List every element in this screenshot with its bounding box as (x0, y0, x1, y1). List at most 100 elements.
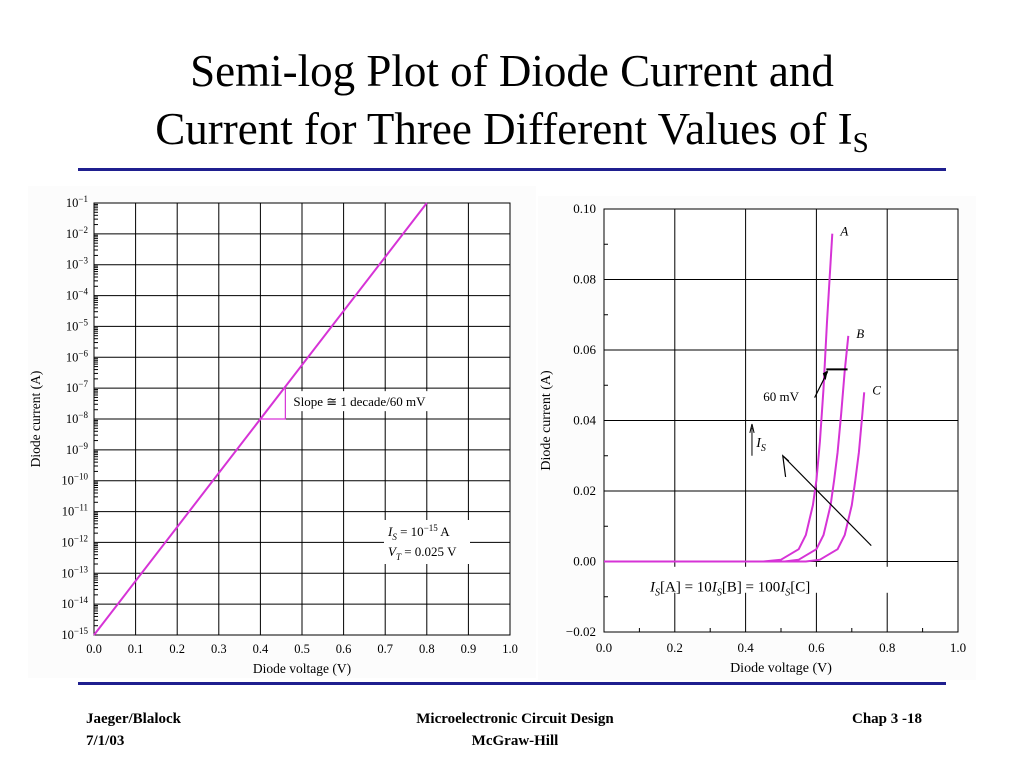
x-tick-label: 0.4 (253, 642, 269, 656)
y-tick-exponent: −7 (78, 379, 88, 389)
x-tick-label: 0.0 (86, 642, 102, 656)
footer-chapter: Chap 3 -18 (851, 711, 922, 727)
curve-label-a: A (839, 224, 848, 239)
relation-bg (644, 566, 903, 593)
curve-c (604, 392, 866, 563)
y-tick-exponent: −4 (78, 287, 88, 297)
x-tick-label: 0.3 (211, 642, 227, 656)
is-value: = 10 (397, 524, 424, 539)
vt-value: = 0.025 V (401, 544, 457, 559)
y-tick-exponent: −10 (74, 472, 89, 482)
y-tick-exponent: −3 (78, 256, 88, 266)
is-unit: A (438, 524, 451, 539)
bottom-rule (78, 682, 946, 685)
x-tick-label: 0.7 (377, 642, 393, 656)
x-tick-label: 0.5 (294, 642, 310, 656)
y-tick-label: 10−14 (61, 595, 88, 611)
relation-text: [A] = 10 (660, 579, 712, 595)
curve-a (604, 233, 834, 563)
relation-text: [C] (790, 579, 810, 595)
footer-authors: Jaeger/Blalock (86, 711, 181, 727)
is-direction-arrow (782, 455, 872, 547)
is-relation: IS[A] = 10IS[B] = 100IS[C] (649, 579, 810, 598)
y-tick-label: 10−15 (61, 626, 88, 642)
footer-left: Jaeger/Blalock 7/1/03 (86, 708, 181, 752)
x-tick-label: 0.1 (128, 642, 144, 656)
footer-book-title: Microelectronic Circuit Design (416, 711, 614, 727)
y-tick-base: 10 (66, 319, 79, 333)
y-tick-label: 10−8 (66, 410, 89, 426)
mv-label: 60 mV (763, 389, 799, 404)
is-parameter: IS = 10−15 A (387, 523, 450, 542)
relation-text: [B] = 100 (722, 579, 780, 595)
y-tick-exponent: −1 (78, 194, 88, 204)
is-up-arrowhead (749, 423, 755, 433)
footer-right: Chap 3 -18 (820, 708, 922, 730)
relation-subscript: S (655, 587, 660, 598)
relation-symbol: I (649, 579, 656, 595)
x-tick-label: 0.8 (879, 640, 895, 655)
relation-subscript: S (785, 587, 790, 598)
y-tick-exponent: −8 (78, 410, 88, 420)
y-tick-label: 0.02 (573, 483, 596, 498)
vt-parameter: VT = 0.025 V (388, 544, 457, 562)
linear-chart: 0.0 0.2 0.4 0.6 0.8 1.0 0.10 0.08 0.06 0.04 0.02 0.… (539, 201, 966, 676)
y-tick-base: 10 (66, 350, 79, 364)
vt-subscript: T (396, 552, 402, 562)
y-tick-label: 10−11 (62, 503, 88, 519)
y-tick-exponent: −14 (74, 595, 89, 605)
y-tick-label: 10−4 (66, 287, 89, 303)
y-axis-label: Diode current (A) (28, 371, 43, 468)
y-tick-label: 0.10 (573, 201, 596, 216)
y-tick-label: 0.08 (573, 272, 596, 287)
slope-triangle (260, 388, 286, 420)
x-tick-label: 0.4 (737, 640, 754, 655)
x-tick-label: 0.6 (336, 642, 352, 656)
x-tick-label: 0.2 (169, 642, 185, 656)
x-tick-label: 0.2 (667, 640, 683, 655)
y-tick-exponent: −9 (78, 441, 88, 451)
is-exponent: −15 (424, 523, 439, 533)
y-tick-exponent: −2 (78, 225, 88, 235)
relation-symbol: I (779, 579, 786, 595)
y-tick-label: 0.04 (573, 413, 596, 428)
x-tick-label: 1.0 (950, 640, 966, 655)
mv-arrowhead (822, 370, 828, 381)
y-tick-base: 10 (61, 535, 74, 549)
x-tick-label: 0.9 (461, 642, 477, 656)
is-symbol: I (387, 524, 393, 539)
vt-symbol: V (388, 544, 398, 559)
title-line-2-text: Current for Three Different Values of I (155, 104, 853, 154)
footer-center: Microelectronic Circuit Design McGraw-Hi… (330, 708, 700, 752)
y-tick-base: 10 (61, 628, 74, 642)
y-tick-base: 10 (66, 227, 79, 241)
y-tick-label: −0.02 (566, 624, 596, 639)
y-tick-label: 10−13 (61, 564, 88, 580)
y-tick-label: 10−9 (66, 441, 89, 457)
is-label: IS (755, 436, 766, 454)
y-tick-exponent: −11 (74, 503, 88, 513)
relation-subscript: S (717, 587, 722, 598)
y-tick-base: 10 (62, 505, 75, 519)
y-tick-exponent: −15 (74, 626, 89, 636)
y-tick-base: 10 (61, 597, 74, 611)
y-tick-label: 0.06 (573, 342, 596, 357)
y-tick-label: 10−1 (66, 194, 88, 210)
y-tick-base: 10 (66, 381, 79, 395)
y-tick-exponent: −6 (78, 348, 88, 358)
title-line-1: Semi-log Plot of Diode Current and (190, 46, 834, 96)
y-tick-base: 10 (66, 289, 79, 303)
linear-chart-panel: 0.0 0.2 0.4 0.6 0.8 1.0 0.10 0.08 0.06 0.04 0.02 0.… (538, 196, 976, 680)
x-tick-label: 1.0 (502, 642, 518, 656)
relation-symbol: I (711, 579, 718, 595)
y-tick-label: 10−10 (61, 472, 88, 488)
is-label-subscript: S (761, 443, 766, 454)
slide-title: Semi-log Plot of Diode Current and Curre… (0, 42, 1024, 158)
semilog-chart-panel: 0.0 0.1 0.2 0.3 0.4 0.5 0.6 0.7 0.8 0.9 1.0 10−1 10−… (28, 186, 536, 678)
y-tick-base: 10 (66, 412, 79, 426)
y-tick-label: 10−2 (66, 225, 88, 241)
x-tick-label: 0.0 (596, 640, 612, 655)
y-tick-base: 10 (61, 566, 74, 580)
y-tick-label: 10−3 (66, 256, 89, 272)
y-tick-exponent: −12 (74, 533, 88, 543)
